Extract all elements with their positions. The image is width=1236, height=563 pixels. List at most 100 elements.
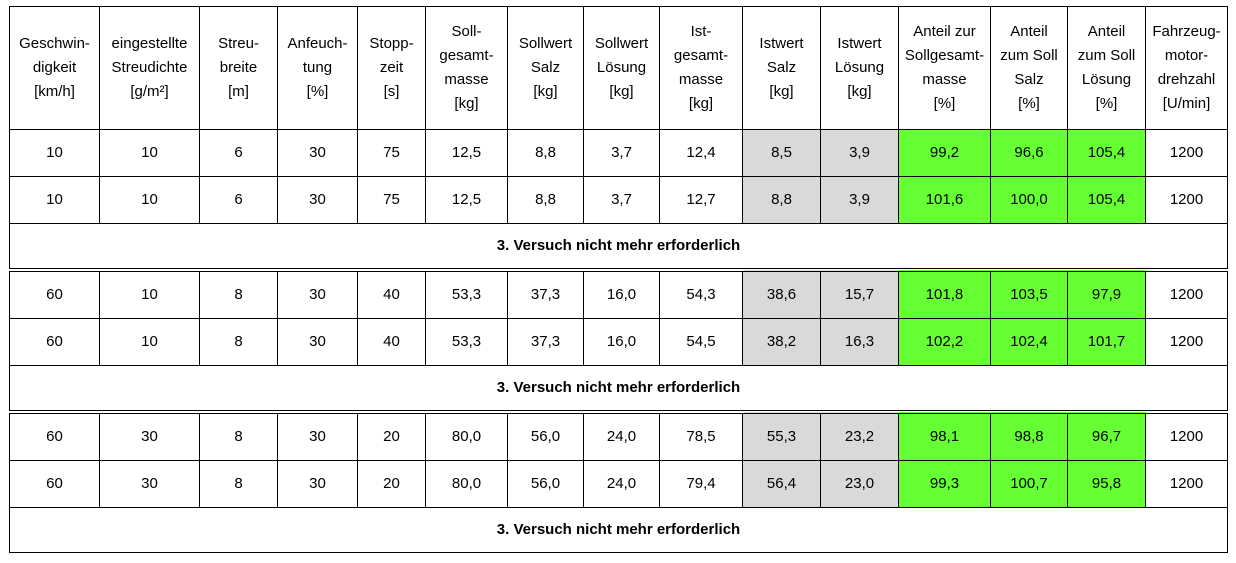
table-cell: 60 (9, 460, 100, 508)
table-cell: 30 (277, 410, 358, 461)
table-cell: 10 (9, 176, 100, 224)
table-cell: 8,5 (742, 129, 821, 177)
table-cell: 101,7 (1067, 318, 1146, 366)
table-cell: 98,1 (898, 410, 991, 461)
table-cell: 102,4 (990, 318, 1068, 366)
table-cell: 10 (99, 318, 200, 366)
column-header: Streu- breite [m] (199, 6, 278, 130)
table-cell: 38,2 (742, 318, 821, 366)
table-cell: 8,8 (742, 176, 821, 224)
note-row: 3. Versuch nicht mehr erforderlich (9, 223, 1228, 271)
table-cell: 1200 (1145, 318, 1228, 366)
table-cell: 97,9 (1067, 268, 1146, 319)
table-cell: 75 (357, 129, 426, 177)
table-cell: 1200 (1145, 268, 1228, 319)
table-cell: 79,4 (659, 460, 743, 508)
table-cell: 8 (199, 460, 278, 508)
table-cell: 102,2 (898, 318, 991, 366)
table-cell: 99,2 (898, 129, 991, 177)
table-cell: 100,7 (990, 460, 1068, 508)
results-table: Geschwin- digkeit [km/h] eingestellte Str… (9, 6, 1228, 553)
table-cell: 6 (199, 129, 278, 177)
column-header: eingestellte Streudichte [g/m²] (99, 6, 200, 130)
table-cell: 99,3 (898, 460, 991, 508)
table-cell: 100,0 (990, 176, 1068, 224)
table-cell: 8 (199, 410, 278, 461)
column-header: Soll- gesamt- masse [kg] (425, 6, 508, 130)
table-cell: 12,5 (425, 176, 508, 224)
table-cell: 23,2 (820, 410, 899, 461)
table-cell: 8 (199, 318, 278, 366)
column-header: Anteil zum Soll Lösung [%] (1067, 6, 1146, 130)
table-cell: 12,4 (659, 129, 743, 177)
table-cell: 6 (199, 176, 278, 224)
table-cell: 105,4 (1067, 176, 1146, 224)
table-cell: 80,0 (425, 460, 508, 508)
column-header: Sollwert Lösung [kg] (583, 6, 660, 130)
note-text: 3. Versuch nicht mehr erforderlich (9, 507, 1228, 553)
table-cell: 8 (199, 268, 278, 319)
table-cell: 101,8 (898, 268, 991, 319)
table-row: 60 10 8 30 40 53,3 37,3 16,0 54,5 38,2 16,3 102,2 10… (9, 318, 1228, 366)
table-cell: 53,3 (425, 268, 508, 319)
table-cell: 16,3 (820, 318, 899, 366)
table-cell: 80,0 (425, 410, 508, 461)
table-cell: 103,5 (990, 268, 1068, 319)
table-cell: 15,7 (820, 268, 899, 319)
note-text: 3. Versuch nicht mehr erforderlich (9, 365, 1228, 413)
table-row: 10 10 6 30 75 12,5 8,8 3,7 12,4 8,5 3,9 99,2 96,6 105… (9, 129, 1228, 177)
table-cell: 40 (357, 318, 426, 366)
table-cell: 38,6 (742, 268, 821, 319)
column-header: Sollwert Salz [kg] (507, 6, 584, 130)
note-text: 3. Versuch nicht mehr erforderlich (9, 223, 1228, 271)
table-cell: 12,5 (425, 129, 508, 177)
table-cell: 30 (277, 268, 358, 319)
table-cell: 3,9 (820, 176, 899, 224)
table-cell: 56,0 (507, 460, 584, 508)
table-cell: 10 (99, 268, 200, 319)
table-cell: 60 (9, 410, 100, 461)
table-cell: 10 (9, 129, 100, 177)
note-row: 3. Versuch nicht mehr erforderlich (9, 507, 1228, 553)
table-cell: 3,7 (583, 129, 660, 177)
table-cell: 20 (357, 410, 426, 461)
table-row: 60 10 8 30 40 53,3 37,3 16,0 54,3 38,6 15,7 101,8 10… (9, 268, 1228, 319)
column-header: Istwert Lösung [kg] (820, 6, 899, 130)
table-cell: 105,4 (1067, 129, 1146, 177)
column-header: Fahrzeug- motor- drehzahl [U/min] (1145, 6, 1228, 130)
table-cell: 30 (277, 460, 358, 508)
table-cell: 96,7 (1067, 410, 1146, 461)
table-row: 60 30 8 30 20 80,0 56,0 24,0 79,4 56,4 23,0 99,3 100… (9, 460, 1228, 508)
table-cell: 56,4 (742, 460, 821, 508)
table-cell: 101,6 (898, 176, 991, 224)
table-row: 10 10 6 30 75 12,5 8,8 3,7 12,7 8,8 3,9 101,6 100,0 1… (9, 176, 1228, 224)
table-cell: 3,7 (583, 176, 660, 224)
table-cell: 16,0 (583, 268, 660, 319)
column-header: Istwert Salz [kg] (742, 6, 821, 130)
column-header: Stopp- zeit [s] (357, 6, 426, 130)
table-cell: 10 (99, 176, 200, 224)
column-header: Anteil zum Soll Salz [%] (990, 6, 1068, 130)
header-row: Geschwin- digkeit [km/h] eingestellte Str… (9, 6, 1228, 130)
table-cell: 95,8 (1067, 460, 1146, 508)
table-cell: 12,7 (659, 176, 743, 224)
table-cell: 30 (277, 176, 358, 224)
table-body: 10 10 6 30 75 12,5 8,8 3,7 12,4 8,5 3,9 99,2 96,6 105… (9, 129, 1228, 553)
table-cell: 37,3 (507, 318, 584, 366)
table-cell: 8,8 (507, 129, 584, 177)
note-row: 3. Versuch nicht mehr erforderlich (9, 365, 1228, 413)
table-cell: 24,0 (583, 460, 660, 508)
table-cell: 30 (99, 460, 200, 508)
table-cell: 30 (277, 318, 358, 366)
table-cell: 98,8 (990, 410, 1068, 461)
table-cell: 16,0 (583, 318, 660, 366)
table-cell: 55,3 (742, 410, 821, 461)
table-cell: 54,3 (659, 268, 743, 319)
table-row: 60 30 8 30 20 80,0 56,0 24,0 78,5 55,3 23,2 98,1 98,… (9, 410, 1228, 461)
column-header: Geschwin- digkeit [km/h] (9, 6, 100, 130)
table-cell: 40 (357, 268, 426, 319)
table-cell: 96,6 (990, 129, 1068, 177)
table-cell: 78,5 (659, 410, 743, 461)
table-cell: 30 (99, 410, 200, 461)
table-cell: 8,8 (507, 176, 584, 224)
